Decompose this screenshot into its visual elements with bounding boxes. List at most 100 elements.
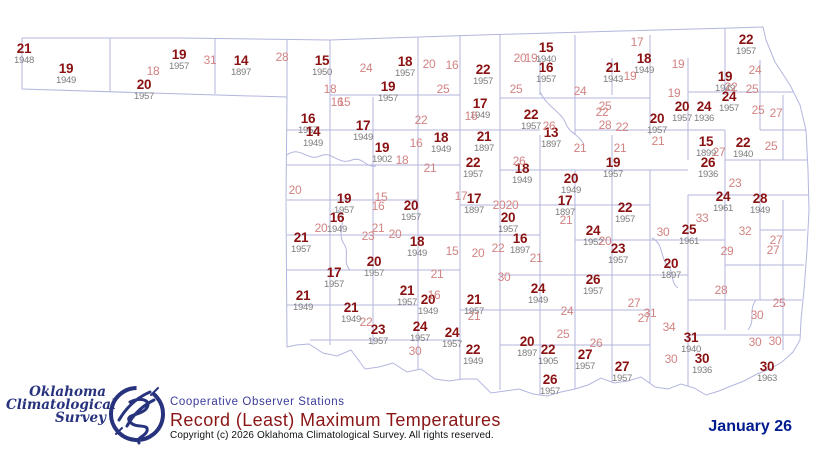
station-record: 14 1949: [303, 125, 323, 148]
record-value: 16: [300, 111, 316, 126]
record-year: 1957: [672, 112, 692, 124]
station-record: 21 1943: [603, 61, 623, 84]
record-value: 21: [605, 60, 621, 75]
nearby-record-value: 20: [388, 227, 402, 241]
nearby-record-value: 19: [623, 69, 637, 83]
nearby-record-value: 30: [497, 270, 511, 284]
record-value: 18: [409, 234, 425, 249]
record-year: 1957: [334, 204, 354, 216]
station-record: 15 1899: [696, 135, 716, 158]
nearby-record-value: 29: [720, 244, 734, 258]
record-value: 20: [674, 99, 690, 114]
record-year: 1897: [474, 142, 494, 154]
record-year: 1957: [540, 385, 560, 397]
record-value: 16: [329, 210, 345, 225]
station-record: 18 1949: [431, 131, 451, 154]
record-value: 18: [397, 54, 413, 69]
record-year: 1949: [303, 137, 323, 149]
nearby-record-value: 18: [395, 153, 409, 167]
record-value: 18: [514, 161, 530, 176]
record-value: 21: [399, 283, 415, 298]
record-year: 1949: [561, 184, 581, 196]
record-value: 30: [759, 359, 775, 374]
nearby-record-value: 16: [409, 136, 423, 150]
station-record: 19 1957: [334, 192, 354, 215]
record-value: 19: [605, 155, 621, 170]
station-record: 13 1897: [541, 126, 561, 149]
station-record: 22 1957: [615, 201, 635, 224]
nearby-record-value: 20: [422, 57, 436, 71]
record-value: 21: [293, 230, 309, 245]
nearby-record-value: 34: [662, 320, 676, 334]
record-year: 1949: [341, 313, 361, 325]
station-record: 17 1949: [353, 119, 373, 142]
record-value: 17: [326, 265, 342, 280]
record-year: 1957: [463, 168, 483, 180]
nearby-record-value: 27: [766, 243, 780, 257]
station-record: 24 1961: [713, 190, 733, 213]
station-record: 26 1957: [540, 373, 560, 396]
record-year: 1957: [368, 335, 388, 347]
record-year: 1897: [510, 244, 530, 256]
station-record: 21 1948: [14, 42, 34, 65]
record-year: 1897: [464, 204, 484, 216]
record-value: 20: [500, 210, 516, 225]
station-record: 19 1902: [372, 141, 392, 164]
record-year: 1957: [647, 124, 667, 136]
nearby-record-value: 22: [414, 113, 428, 127]
record-value: 24: [721, 89, 737, 104]
station-record: 15 1940: [536, 41, 556, 64]
nearby-record-value: 19: [524, 51, 538, 65]
station-record: 21 1897: [474, 130, 494, 153]
station-record: 19 1957: [378, 80, 398, 103]
station-record: 19 1949: [715, 70, 735, 93]
record-value: 15: [538, 40, 554, 55]
footer: Oklahoma Climatological Survey Cooperati…: [0, 382, 820, 450]
nearby-record-value: 20: [288, 183, 302, 197]
record-year: 1905: [538, 355, 558, 367]
nearby-record-value: 25: [598, 99, 612, 113]
station-record: 17 1897: [555, 194, 575, 217]
record-year: 1957: [603, 168, 623, 180]
station-record: 23 1957: [368, 323, 388, 346]
nearby-record-value: 25: [556, 327, 570, 341]
station-record: 18 1949: [512, 162, 532, 185]
county-borders: [109, 28, 808, 395]
station-record: 16 1897: [510, 232, 530, 255]
record-year: 1957: [395, 67, 415, 79]
station-record: 20 1957: [401, 199, 421, 222]
station-record: 27 1957: [612, 360, 632, 383]
station-record: 28 1949: [750, 192, 770, 215]
nearby-record-value: 24: [560, 304, 574, 318]
nearby-record-value: 21: [559, 213, 573, 227]
nearby-record-value: 28: [598, 118, 612, 132]
record-value: 20: [136, 77, 152, 92]
record-value: 17: [355, 118, 371, 133]
record-value: 21: [466, 292, 482, 307]
record-value: 31: [683, 330, 699, 345]
ocs-logo-icon: [109, 386, 165, 445]
nearby-record-value: 22: [595, 105, 609, 119]
nearby-record-value: 27: [769, 106, 783, 120]
record-value: 22: [540, 342, 556, 357]
record-year: 1957: [583, 285, 603, 297]
nearby-record-value: 16: [371, 199, 385, 213]
record-year: 1957: [521, 120, 541, 132]
station-record: 20 1897: [661, 257, 681, 280]
nearby-record-value: 22: [724, 80, 738, 94]
record-value: 17: [466, 191, 482, 206]
station-record: 24 1957: [442, 326, 462, 349]
station-record: 21 1957: [291, 231, 311, 254]
record-value: 24: [696, 99, 712, 114]
nearby-record-value: 20: [513, 51, 527, 65]
station-record: 23 1957: [608, 242, 628, 265]
nearby-record-value: 20: [492, 198, 506, 212]
record-value: 16: [512, 231, 528, 246]
nearby-record-value: 20: [314, 221, 328, 235]
station-record: 16 1957: [536, 61, 556, 84]
record-value: 27: [577, 347, 593, 362]
record-year: 1957: [298, 124, 318, 136]
station-record: 20 1949: [561, 172, 581, 195]
record-value: 26: [542, 372, 558, 387]
